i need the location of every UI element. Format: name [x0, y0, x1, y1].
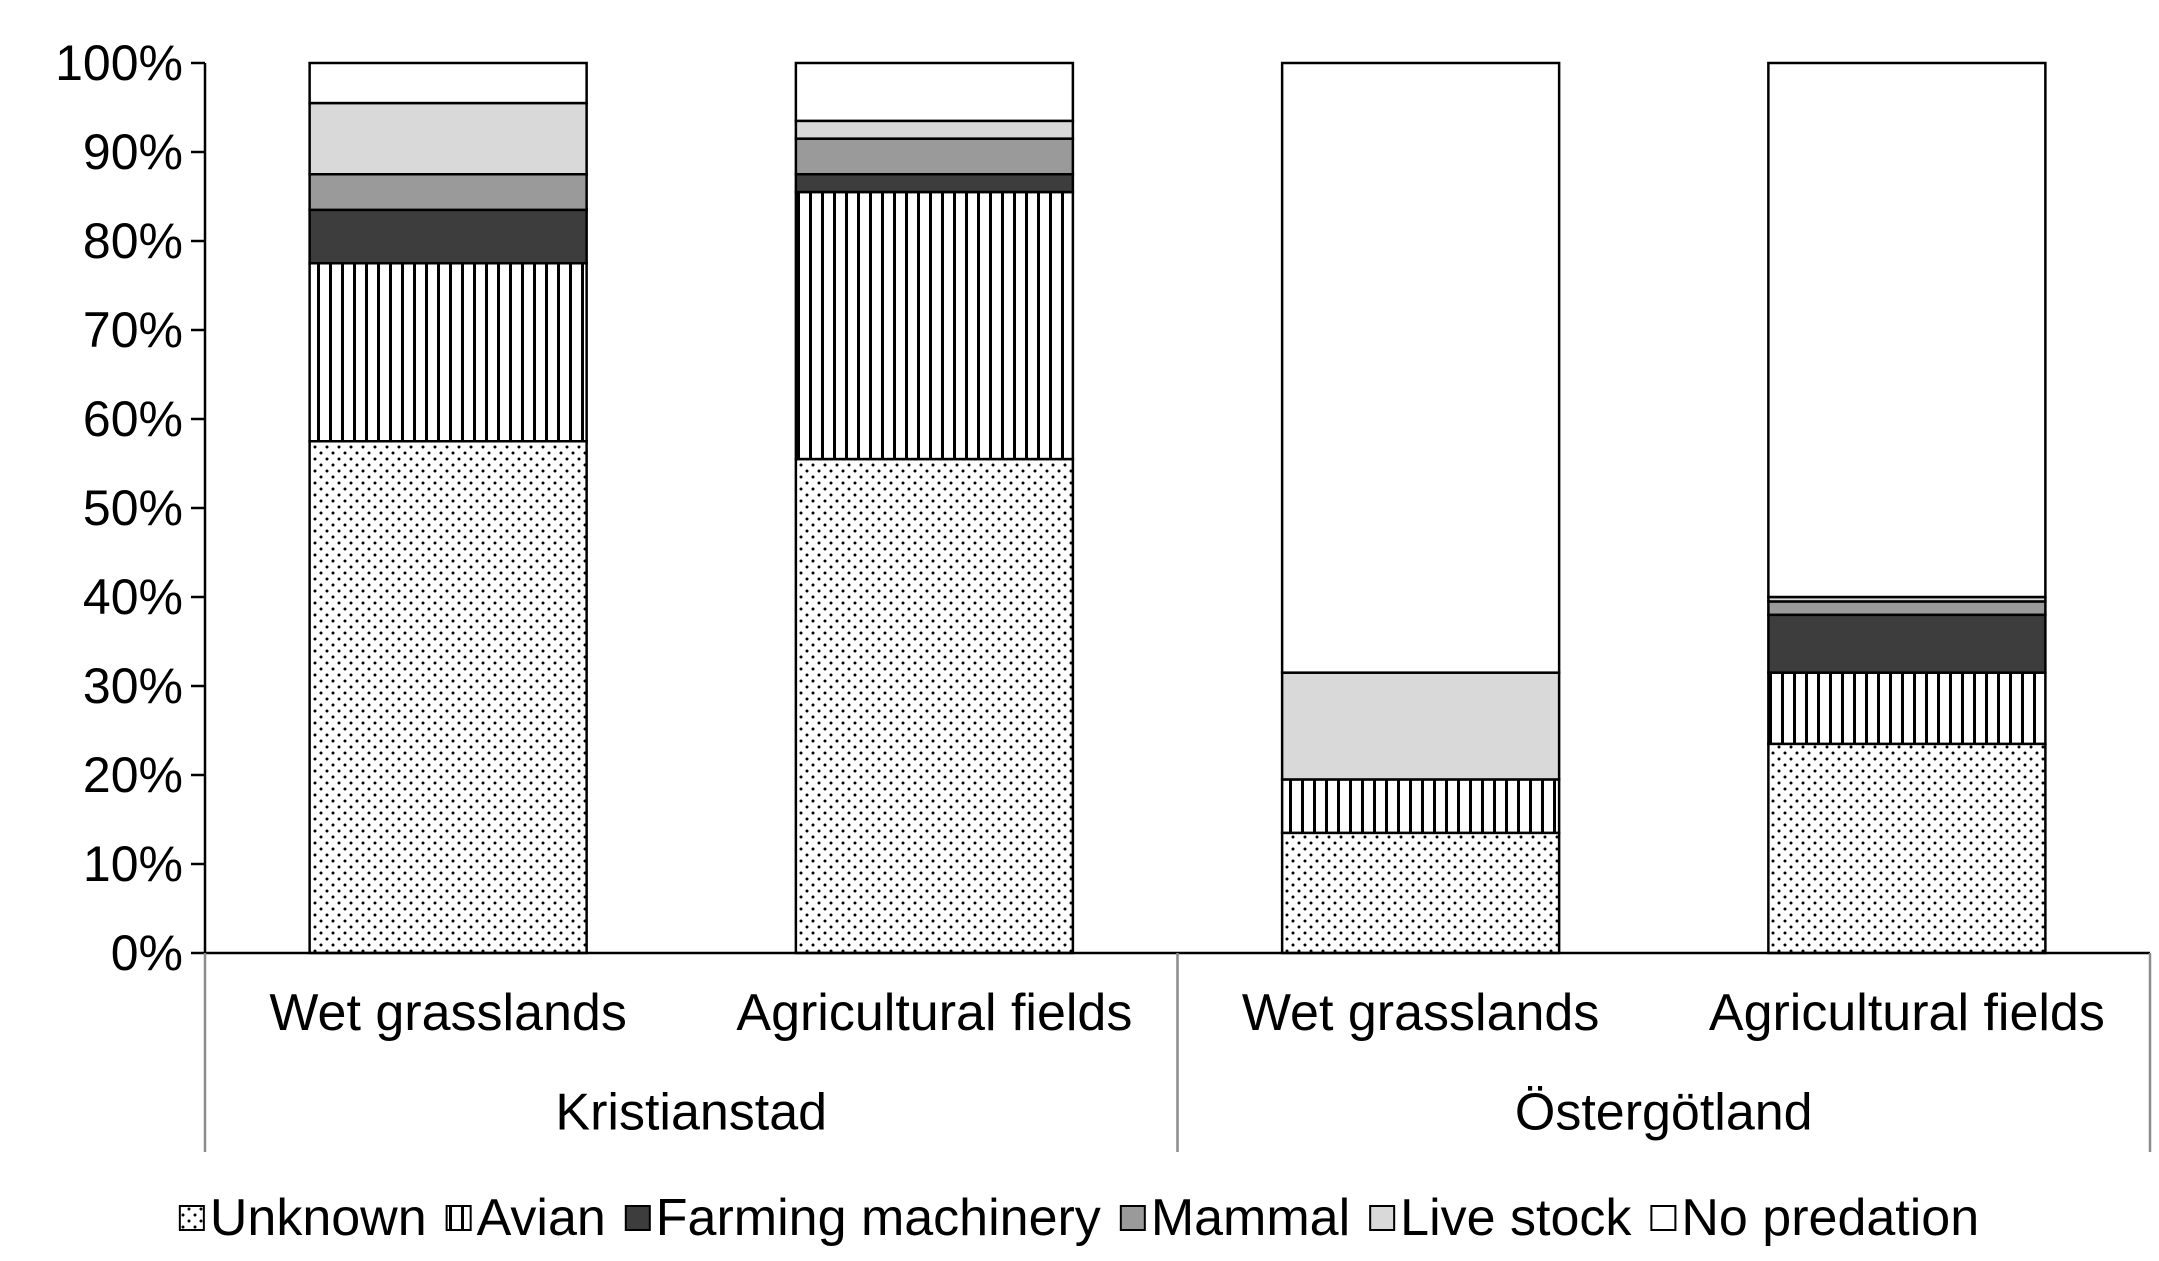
legend-label: No predation	[1681, 1189, 1979, 1247]
y-tick-label: 40%	[83, 569, 183, 625]
y-axis: 0% 10% 20% 30% 40% 50% 60% 70% 80% 90% 100%	[55, 35, 207, 981]
y-tick-label: 70%	[83, 302, 183, 358]
bar-segment	[794, 137, 1075, 176]
legend-item: Unknown	[178, 1189, 427, 1247]
y-tick-label: 80%	[83, 213, 183, 269]
bar-segment	[794, 61, 1075, 123]
bar-segment	[308, 440, 588, 955]
legend-item: Farming machinery	[624, 1189, 1101, 1247]
bar-stack	[1280, 61, 1561, 955]
bar-segment	[1280, 671, 1561, 781]
bar-segment	[794, 190, 1075, 461]
x-axis: Wet grasslands Agricultural fields Kristia…	[203, 951, 2152, 1152]
bar-segment	[1280, 831, 1561, 955]
legend-item: No predation	[1650, 1189, 1979, 1247]
legend-label: Unknown	[210, 1189, 427, 1247]
bar-stack	[794, 61, 1075, 955]
legend-item: Avian	[445, 1189, 606, 1247]
bars	[308, 61, 2047, 955]
bar-segment	[1767, 600, 2047, 617]
bar-segment	[308, 262, 588, 443]
bar-segment	[1280, 61, 1561, 674]
y-tick-label: 30%	[83, 658, 183, 714]
y-tick-label: 10%	[83, 836, 183, 892]
bar-segment	[794, 119, 1075, 140]
x-group-label: Östergötland	[1515, 1084, 1813, 1142]
y-tick-label: 100%	[55, 35, 183, 91]
bar-segment	[308, 101, 588, 176]
legend-label: Avian	[477, 1189, 606, 1247]
legend: Unknown Avian Farming machinery Mammal Live …	[178, 1189, 1979, 1247]
y-tick-label: 90%	[83, 124, 183, 180]
y-tick-label: 60%	[83, 391, 183, 447]
legend-label: Mammal	[1151, 1189, 1350, 1247]
legend-swatch	[1119, 1205, 1146, 1231]
x-group-label: Kristianstad	[555, 1084, 827, 1142]
bar-segment	[1280, 778, 1561, 835]
bar-stack	[1767, 61, 2047, 955]
bar-segment	[1767, 671, 2047, 746]
legend-swatch	[624, 1205, 651, 1231]
bar-segment	[794, 457, 1075, 955]
x-category-label: Wet grasslands	[269, 984, 626, 1042]
y-tick-label: 50%	[83, 480, 183, 536]
legend-label: Farming machinery	[656, 1189, 1101, 1247]
bar-segment	[308, 61, 588, 105]
x-category-label: Wet grasslands	[1242, 984, 1599, 1042]
bar-segment	[308, 208, 588, 265]
y-tick-label: 20%	[83, 747, 183, 803]
x-category-label: Agricultural fields	[1709, 984, 2105, 1042]
y-tick-label: 0%	[111, 925, 183, 981]
bar-segment	[1767, 742, 2047, 955]
bar-stack	[308, 61, 588, 955]
legend-swatch	[445, 1205, 472, 1231]
bar-segment	[1767, 613, 2047, 674]
legend-label: Live stock	[1400, 1189, 1632, 1247]
legend-swatch	[1369, 1205, 1396, 1231]
legend-item: Live stock	[1369, 1189, 1632, 1247]
bar-segment	[1767, 61, 2047, 599]
bar-segment	[308, 173, 588, 212]
x-category-label: Agricultural fields	[736, 984, 1132, 1042]
legend-item: Mammal	[1119, 1189, 1350, 1247]
bar-segment	[794, 173, 1075, 194]
legend-swatch	[178, 1205, 205, 1231]
legend-swatch	[1650, 1205, 1677, 1231]
